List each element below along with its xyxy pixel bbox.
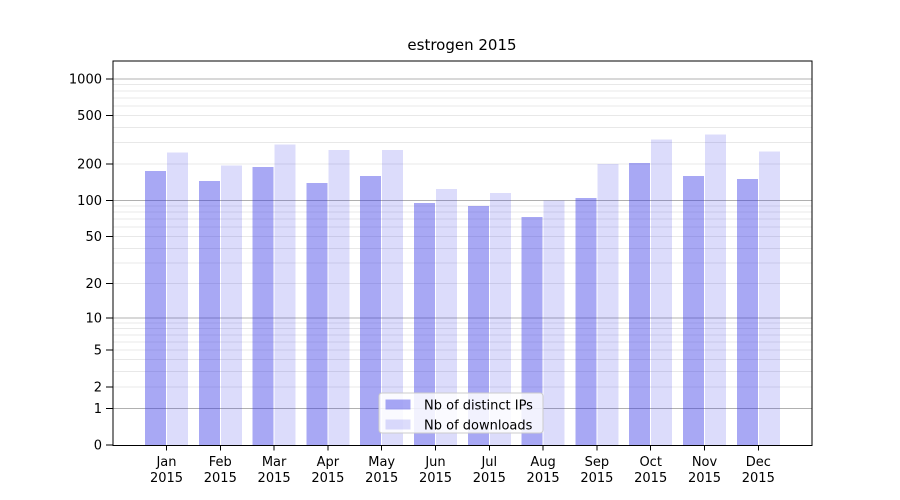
bar-downloads-may (382, 150, 404, 446)
bar-distinct-ips-jul (467, 206, 489, 446)
x-tick-label-year: 2015 (527, 471, 560, 486)
bar-downloads-apr (328, 150, 350, 446)
bar-downloads-jan (167, 152, 188, 446)
x-tick-label-month: May (368, 455, 395, 470)
x-tick-label-month: Jul (480, 455, 497, 470)
x-tick-label-year: 2015 (258, 471, 291, 486)
x-tick-label-year: 2015 (473, 471, 506, 486)
y-tick-label: 20 (85, 277, 102, 292)
x-tick-label-year: 2015 (150, 471, 183, 486)
legend-swatch-downloads (385, 419, 411, 430)
y-tick-label: 1 (94, 402, 102, 417)
bar-downloads-jun (436, 188, 457, 446)
bar-distinct-ips-aug (521, 217, 543, 446)
x-tick-label-month: Mar (262, 455, 287, 470)
legend: Nb of distinct IPs Nb of downloads (378, 392, 544, 434)
y-tick-label: 0 (94, 439, 102, 454)
x-tick-label-year: 2015 (365, 471, 398, 486)
y-tick-label: 2 (94, 380, 102, 395)
bars (145, 134, 780, 446)
y-tick-label: 200 (77, 158, 102, 173)
bar-distinct-ips-jun (414, 203, 435, 446)
legend-box (378, 392, 544, 434)
y-tick-label: 1000 (69, 73, 102, 88)
bar-distinct-ips-jan (145, 171, 166, 446)
x-tick-label-year: 2015 (742, 471, 775, 486)
bar-downloads-mar (274, 144, 296, 446)
y-tick-label: 500 (77, 109, 102, 124)
bar-downloads-aug (543, 200, 565, 446)
bar-downloads-dec (758, 151, 780, 446)
legend-label-distinct-ips: Nb of distinct IPs (424, 399, 533, 414)
x-tick-label-year: 2015 (688, 471, 721, 486)
x-tick-label-month: Dec (746, 455, 771, 470)
bar-distinct-ips-may (360, 175, 382, 446)
chart-title: estrogen 2015 (407, 36, 516, 54)
x-tick-label-month: Aug (530, 455, 555, 470)
bar-distinct-ips-nov (683, 175, 704, 446)
y-tick-label: 100 (77, 194, 102, 209)
bar-downloads-sep (597, 164, 619, 446)
x-tick-label-month: Feb (209, 455, 232, 470)
y-tick-label: 5 (94, 344, 102, 359)
bar-distinct-ips-sep (575, 197, 597, 446)
y-tick-label: 10 (85, 311, 102, 326)
x-tick-label-month: Nov (692, 455, 718, 470)
bar-distinct-ips-apr (306, 182, 328, 446)
x-tick-label-year: 2015 (580, 471, 613, 486)
axes: 10005002001005020105210Jan2015Feb2015Mar… (69, 60, 813, 486)
legend-label-downloads: Nb of downloads (424, 419, 533, 434)
x-tick-label-month: Sep (585, 455, 610, 470)
bar-distinct-ips-mar (252, 166, 274, 446)
x-tick-label-month: Jan (155, 455, 176, 470)
x-tick-label-month: Apr (317, 455, 340, 470)
bar-distinct-ips-dec (736, 179, 758, 446)
plot-border (112, 60, 813, 446)
bar-downloads-oct (651, 139, 673, 446)
x-tick-label-year: 2015 (419, 471, 452, 486)
bar-downloads-jul (489, 193, 511, 446)
y-tick-label: 50 (85, 230, 102, 245)
x-tick-label-year: 2015 (311, 471, 344, 486)
x-tick-label-year: 2015 (634, 471, 667, 486)
bar-distinct-ips-feb (198, 181, 220, 446)
bar-downloads-feb (220, 165, 242, 446)
x-tick-label-year: 2015 (204, 471, 237, 486)
x-tick-label-month: Oct (639, 455, 661, 470)
bar-downloads-nov (705, 134, 726, 446)
x-tick-label-month: Jun (424, 455, 445, 470)
bar-distinct-ips-oct (629, 162, 651, 446)
legend-swatch-distinct-ips (385, 399, 411, 410)
